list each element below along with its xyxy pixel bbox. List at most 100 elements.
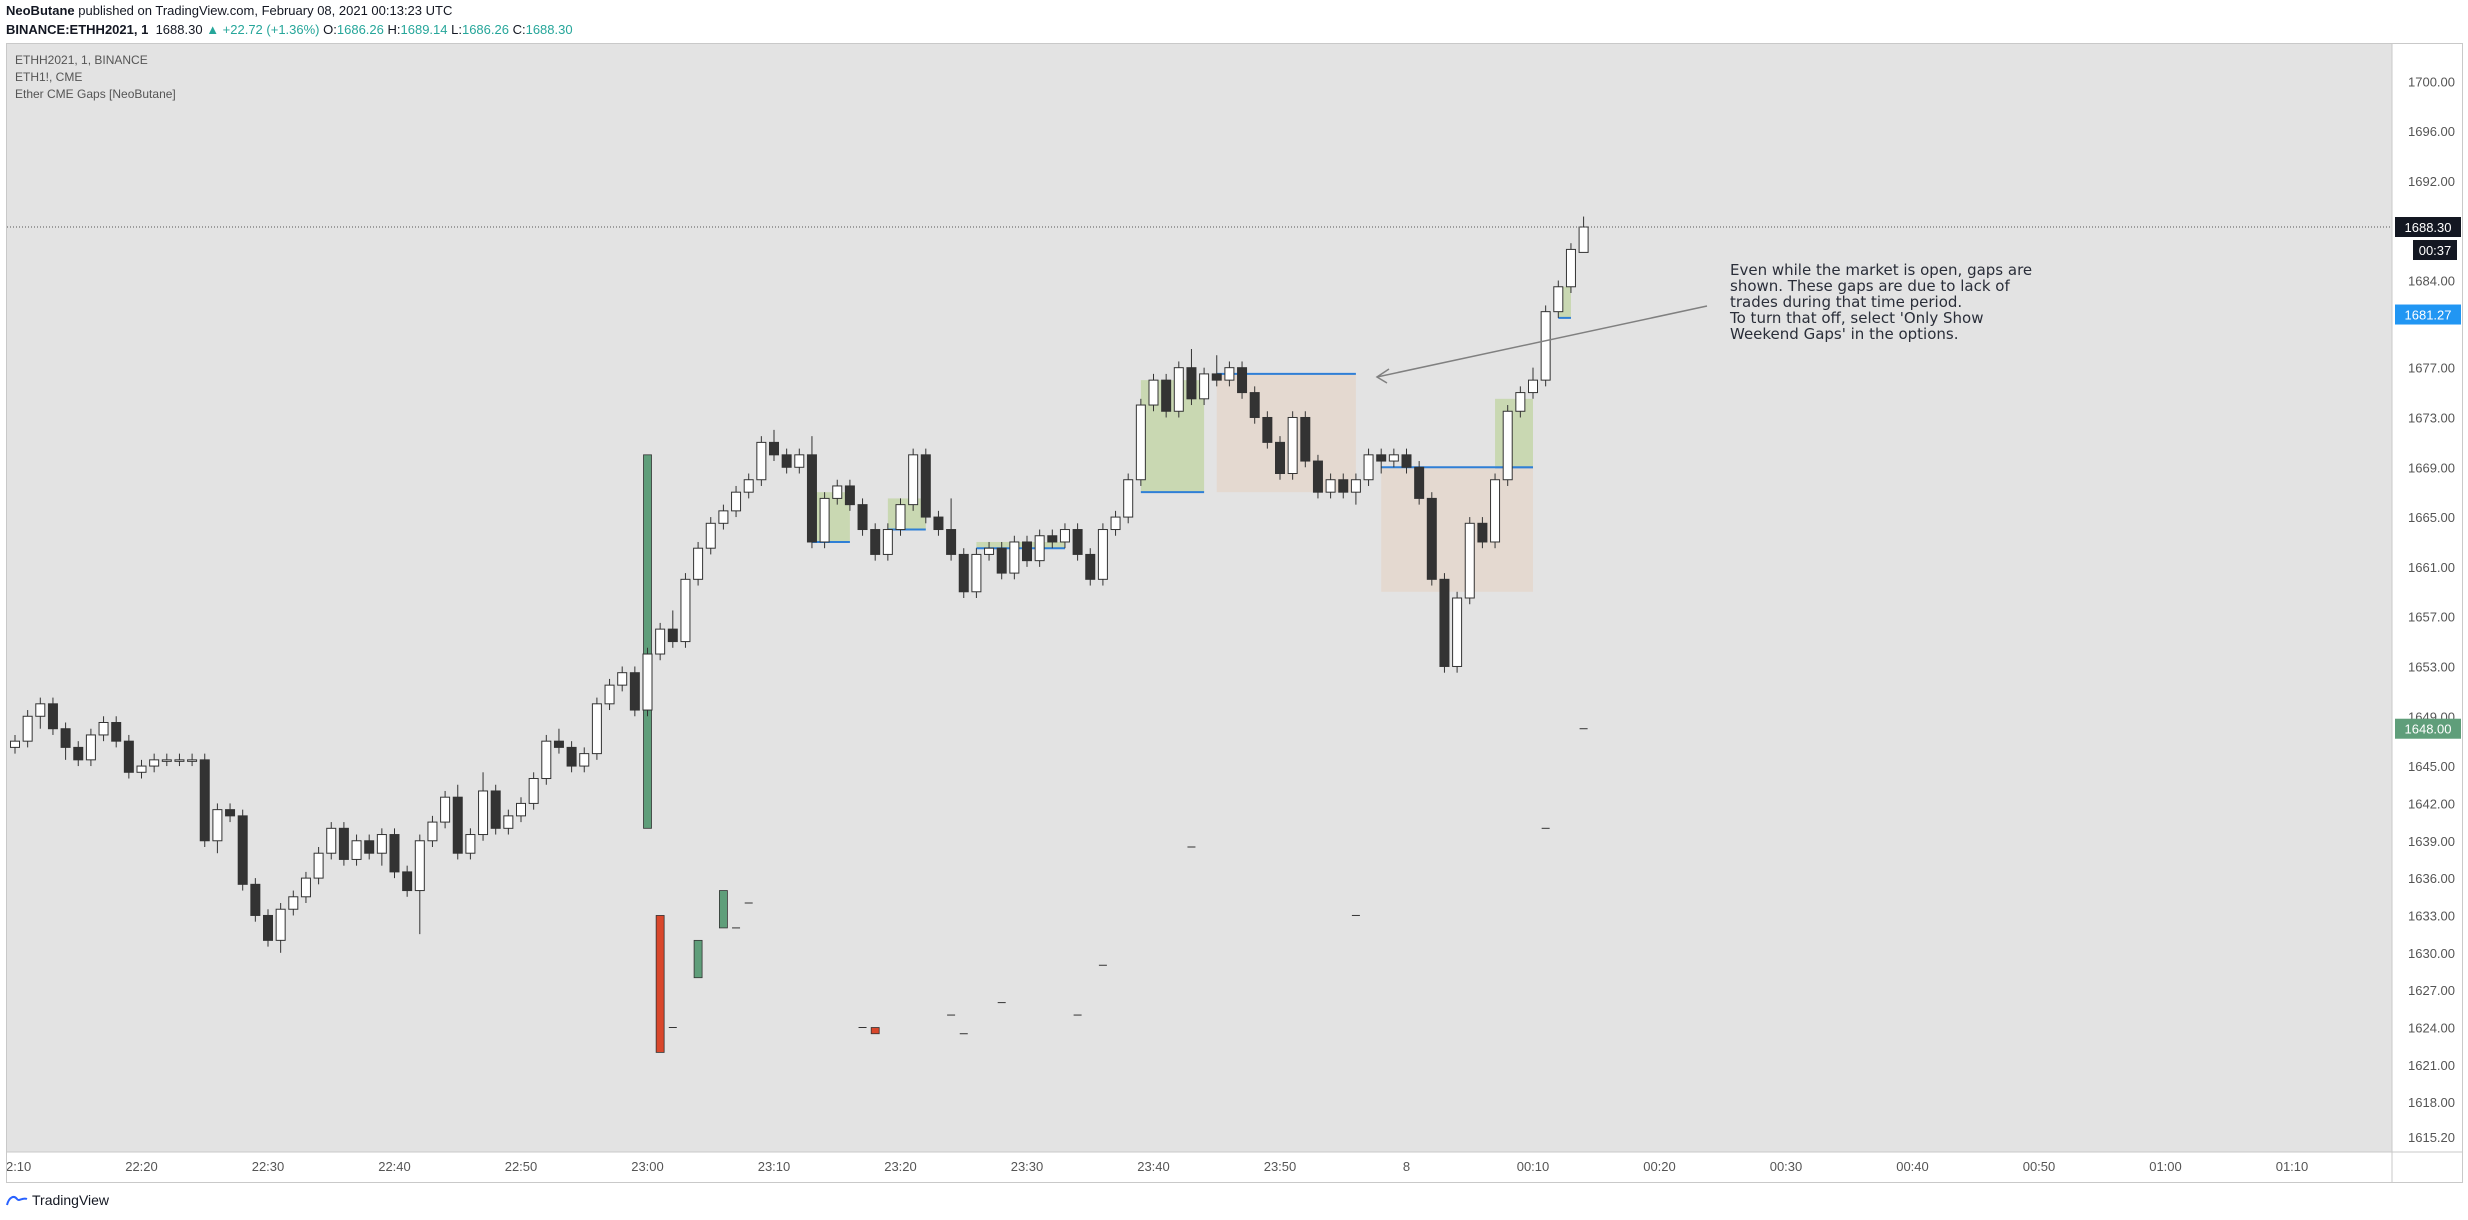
time-axis[interactable]: 22:10 22:20 22:30 22:40 22:50 23:00 23:10 23:20… — [7, 1159, 2308, 1174]
price-tick-label: 1696.00 — [2408, 124, 2455, 139]
footer-brand[interactable]: TradingView — [32, 1192, 110, 1208]
annotation-arrow-head — [1375, 368, 1390, 384]
time-tick-label: 23:00 — [631, 1159, 664, 1174]
candle-body — [300, 877, 311, 898]
time-axis-background[interactable] — [7, 1152, 2392, 1182]
candle-body — [1135, 404, 1146, 481]
candle-body — [781, 454, 792, 468]
candle-body — [769, 441, 779, 456]
close-label: C: — [512, 22, 526, 37]
candle-body — [1312, 460, 1323, 493]
candle-body — [667, 628, 678, 643]
candle-body — [1578, 226, 1589, 253]
annotation-line-3: trades during that time period. — [1730, 293, 1962, 311]
last-price: 1688.30 — [155, 22, 203, 37]
candle-body — [1502, 410, 1513, 481]
candle-body — [389, 834, 400, 873]
candle-body — [174, 759, 185, 762]
price-axis[interactable]: 1700.001696.001692.001688.001684.001681.… — [2408, 74, 2455, 1145]
candle-body — [1173, 367, 1184, 412]
price-badge-bg — [2413, 240, 2457, 261]
legend: ETHH2021, 1, BINANCE ETH1!, CME Ether CM… — [15, 53, 176, 101]
candle-body — [275, 908, 286, 941]
candle-body — [1515, 392, 1526, 412]
candle-body — [1376, 454, 1387, 462]
price-tick-label: 1615.20 — [2408, 1130, 2455, 1145]
cme-candle — [870, 1027, 880, 1035]
candlestick-chart[interactable]: Even while the market is open, gaps are … — [7, 44, 2462, 1182]
price-tick-label: 1639.00 — [2408, 834, 2455, 849]
candle-body — [1287, 416, 1298, 475]
candle-body — [85, 734, 96, 761]
candle-body — [225, 809, 236, 817]
legend-indicator[interactable]: Ether CME Gaps [NeoButane] — [15, 87, 176, 101]
candle-body — [199, 759, 210, 842]
cme-candle — [693, 939, 703, 979]
candle-body — [553, 740, 564, 748]
time-tick-label: 22:10 — [7, 1159, 31, 1174]
candle-body — [1211, 373, 1222, 381]
candle-body — [1452, 597, 1463, 667]
price-tick-label: 1669.00 — [2408, 460, 2455, 475]
candle-body — [1350, 479, 1361, 493]
candle-body — [806, 454, 817, 543]
candle-body — [731, 491, 742, 512]
time-tick-label: 23:30 — [1011, 1159, 1044, 1174]
annotation-line-2: shown. These gaps are due to lack of — [1730, 277, 2010, 295]
gap-zone — [1381, 467, 1533, 592]
candle-body — [882, 529, 893, 555]
price-tick-label: 1645.00 — [2408, 759, 2455, 774]
candle-body — [98, 721, 109, 736]
price-badge-bg — [2395, 217, 2461, 238]
candle-body — [1123, 479, 1134, 518]
candle-body — [414, 840, 425, 892]
candle-body — [1275, 441, 1285, 475]
candle-body — [490, 790, 501, 829]
candle-body — [478, 790, 489, 836]
price-tick-label: 1677.00 — [2408, 361, 2455, 376]
time-tick-label: 8 — [1403, 1159, 1410, 1174]
tradingview-logo-icon — [6, 1196, 28, 1206]
author-name[interactable]: NeoButane — [6, 3, 75, 18]
candle-body — [844, 485, 855, 506]
candle-body — [1072, 529, 1083, 555]
cme-candle — [643, 454, 652, 829]
candle-body — [250, 883, 261, 916]
price-tick-label: 1657.00 — [2408, 610, 2455, 625]
gap-zone — [887, 498, 926, 530]
candle-body — [1553, 286, 1564, 313]
gap-zone — [1216, 373, 1356, 493]
candle-body — [1490, 479, 1501, 543]
candle-body — [60, 728, 71, 748]
candle-body — [920, 454, 931, 518]
candle-body — [604, 684, 615, 705]
candle-body — [503, 815, 514, 829]
candle-body — [516, 802, 526, 817]
candle-body — [756, 441, 767, 481]
candle-body — [1565, 248, 1576, 288]
candle-body — [1148, 379, 1159, 406]
candle-body — [705, 522, 716, 549]
symbol-name: BINANCE:ETHH2021, 1 — [6, 22, 149, 37]
time-tick-label: 00:10 — [1517, 1159, 1550, 1174]
cme-series — [643, 454, 1588, 1053]
candle-body — [187, 759, 198, 762]
candle-body — [1249, 392, 1260, 418]
price-tick-label: 1636.00 — [2408, 871, 2455, 886]
candle-body — [870, 529, 881, 555]
legend-main[interactable]: ETHH2021, 1, BINANCE — [15, 53, 148, 67]
candle-body — [1022, 541, 1032, 562]
candle-body — [402, 871, 413, 892]
time-tick-label: 00:50 — [2023, 1159, 2056, 1174]
legend-secondary[interactable]: ETH1!, CME — [15, 70, 82, 84]
candle-body — [680, 578, 691, 643]
price-change: ▲ +22.72 (+1.36%) — [206, 22, 320, 37]
candle-body — [1477, 522, 1488, 543]
candle-body — [313, 852, 324, 879]
candle-body — [1426, 497, 1437, 580]
time-tick-label: 00:30 — [1770, 1159, 1803, 1174]
plot-background[interactable] — [7, 44, 2392, 1182]
candle-body — [832, 485, 843, 499]
candle-body — [326, 827, 337, 854]
candle-body — [946, 529, 957, 555]
